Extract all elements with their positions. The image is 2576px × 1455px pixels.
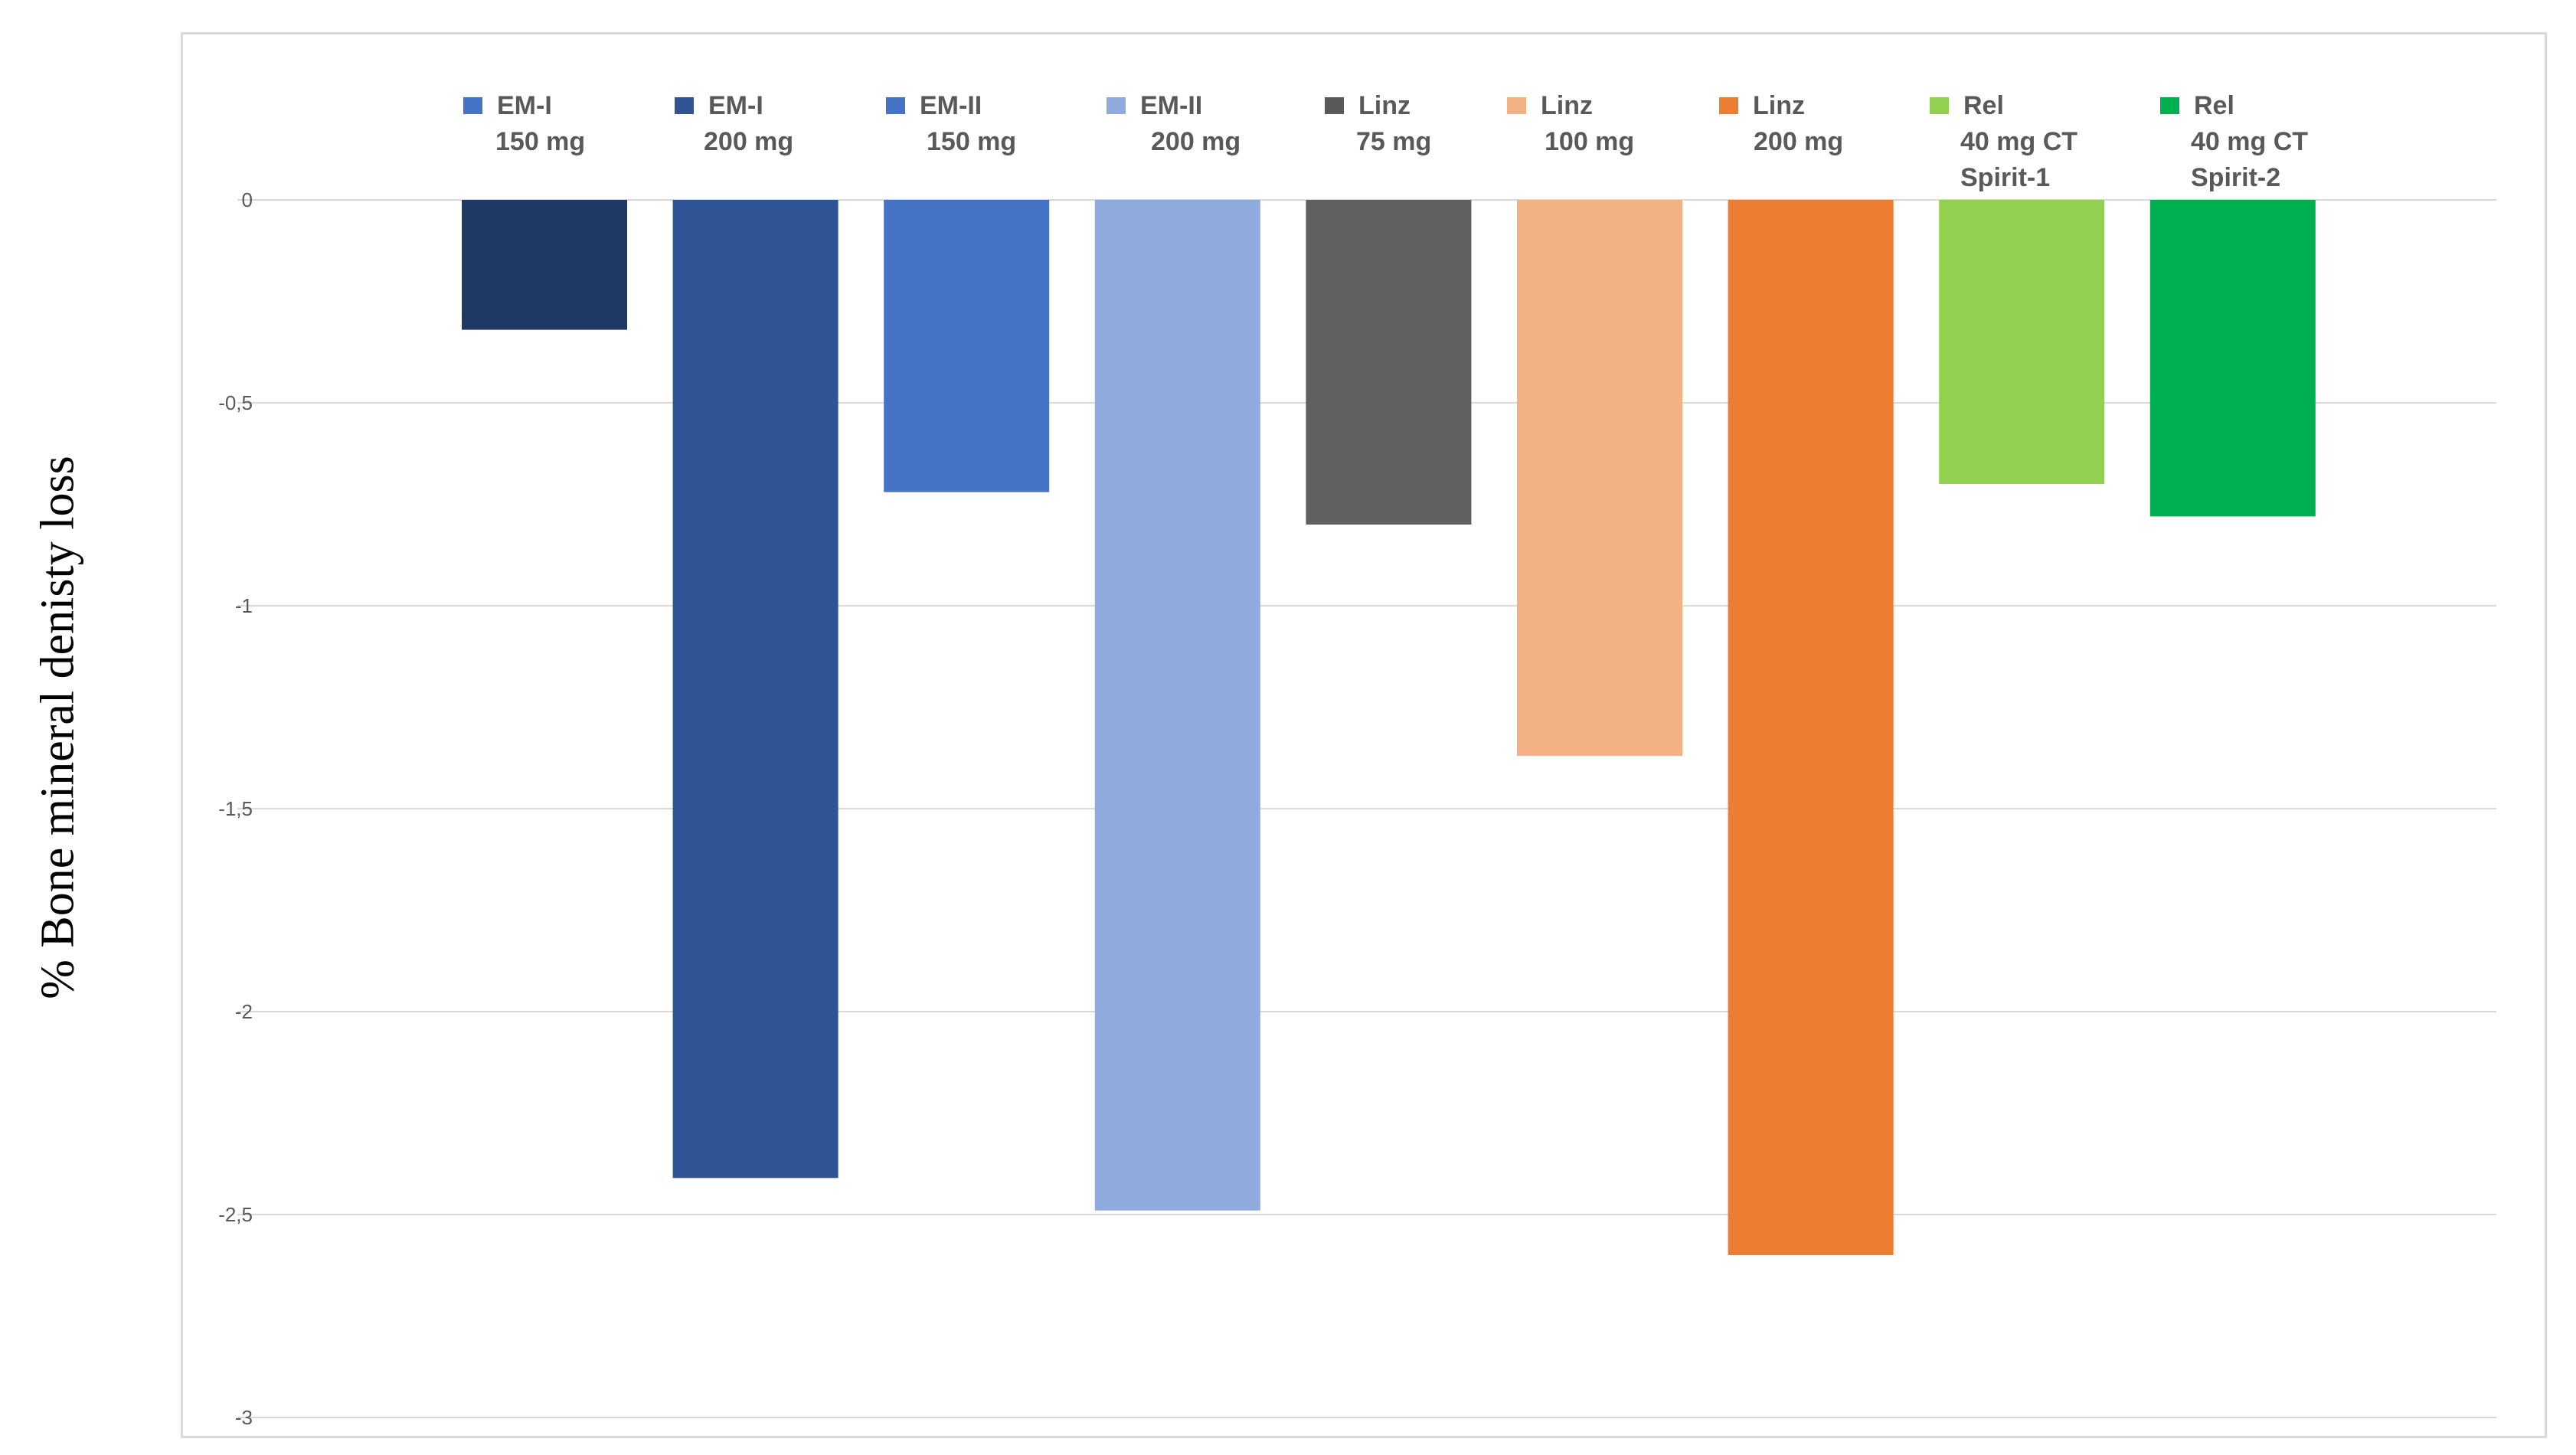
legend-swatch [1107,97,1126,114]
legend-swatch [1719,97,1738,114]
legend-label: Linz [1541,91,1593,120]
bar [1939,200,2105,484]
legend-label: 40 mg CT [1960,127,2077,156]
bar [1306,200,1472,525]
legend-label: Spirit-2 [2191,163,2280,192]
legend-swatch [1507,97,1526,114]
y-tick-label: -2,5 [218,1203,253,1226]
legend-label: 150 mg [927,127,1016,156]
legend-label: Linz [1753,91,1805,120]
bar [462,200,627,330]
y-tick-label: -0,5 [218,391,253,414]
legend-swatch [1325,97,1344,114]
legend-label: 200 mg [1151,127,1241,156]
bar [2149,200,2316,517]
legend-label: 200 mg [704,127,793,156]
legend-swatch [1930,97,1949,114]
legend-label: 75 mg [1356,127,1431,156]
legend-label: Spirit-1 [1960,163,2050,192]
legend-swatch [463,97,482,114]
legend-label: 40 mg CT [2191,127,2308,156]
legend-label: Rel [1963,91,2004,120]
y-tick-label: -1,5 [218,797,253,820]
chart-area [181,32,2547,1438]
legend-label: EM-II [920,91,982,120]
legend-swatch [675,97,694,114]
bar [1094,200,1260,1211]
y-tick-label: -1 [235,594,253,617]
bar [884,200,1050,492]
y-tick-label: -3 [235,1406,253,1429]
y-tick-label: 0 [242,188,253,211]
bar [1517,200,1682,757]
legend-label: Rel [2194,91,2234,120]
legend-label: Linz [1358,91,1411,120]
legend-label: 150 mg [495,127,585,156]
legend-label: EM-I [497,91,552,120]
legend-label: 200 mg [1754,127,1843,156]
legend-label: 100 mg [1545,127,1634,156]
bar [672,200,839,1179]
legend-label: EM-I [708,91,763,120]
legend-swatch [2160,97,2179,114]
y-tick-label: -2 [235,1000,253,1023]
legend-label: EM-II [1140,91,1202,120]
bar [1728,200,1894,1255]
legend-swatch [886,97,905,114]
